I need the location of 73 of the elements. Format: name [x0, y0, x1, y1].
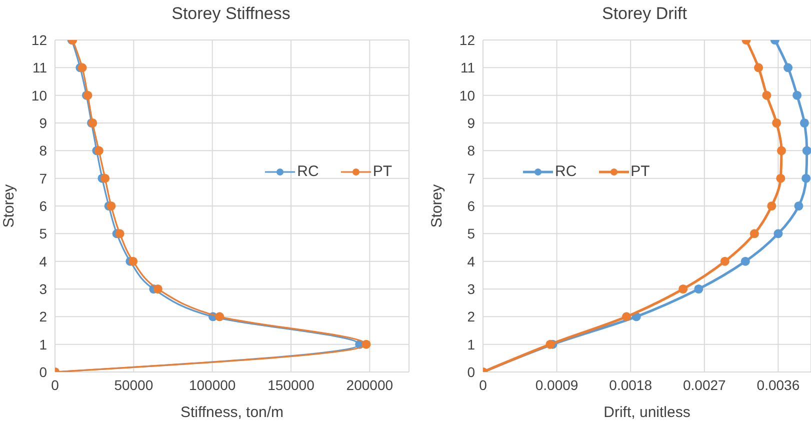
point	[750, 229, 759, 238]
y-tick-label: 8	[467, 142, 476, 159]
x-axis-title: Stiffness, ton/m	[180, 404, 284, 421]
y-axis-title: Storey	[0, 184, 18, 228]
y-tick-label: 5	[467, 226, 476, 242]
y-tick-label: 9	[467, 114, 476, 131]
legend-label: PT	[372, 163, 392, 180]
chart-title: Storey Stiffness	[170, 4, 292, 24]
point	[794, 201, 804, 211]
legend-label: RC	[297, 163, 319, 180]
x-tick-label: 0	[479, 376, 488, 393]
y-tick-label: 7	[39, 170, 48, 186]
point	[106, 201, 116, 211]
point	[792, 90, 802, 100]
point	[800, 118, 809, 128]
point	[767, 201, 776, 211]
point	[115, 229, 124, 238]
y-tick-label: 0	[39, 364, 48, 380]
legend-label: RC	[555, 163, 577, 180]
point	[362, 340, 371, 349]
y-tick-label: 10	[31, 87, 48, 104]
x-axis-title: Drift, unitless	[604, 404, 690, 421]
y-tick-label: 0	[467, 364, 476, 380]
legend-label: PT	[630, 163, 650, 180]
point	[128, 256, 138, 266]
y-tick-label: 11	[460, 60, 476, 76]
x-tick-label: 0.0018	[609, 376, 652, 393]
x-tick-label: 100000	[188, 376, 236, 393]
y-tick-label: 3	[467, 280, 476, 297]
x-tick-label: 0.0027	[682, 376, 726, 393]
point	[215, 312, 224, 322]
y-tick-label: 12	[459, 32, 476, 48]
point	[774, 229, 783, 238]
y-tick-label: 6	[39, 198, 48, 214]
point	[100, 174, 110, 183]
x-tick-label: 150000	[268, 376, 315, 393]
y-tick-label: 11	[32, 60, 48, 76]
point	[776, 146, 786, 156]
point	[153, 284, 162, 294]
point	[762, 90, 772, 100]
y-tick-label: 2	[467, 308, 476, 325]
y-tick-label: 12	[31, 32, 48, 48]
y-tick-label: 2	[39, 308, 48, 325]
point	[622, 312, 632, 322]
x-tick-label: 0.0036	[756, 376, 800, 393]
point	[754, 63, 764, 72]
y-tick-label: 3	[39, 280, 48, 297]
y-tick-label: 1	[467, 336, 476, 352]
y-tick-label: 10	[459, 87, 476, 104]
y-tick-label: 4	[467, 253, 476, 270]
point	[694, 284, 704, 294]
y-tick-label: 7	[467, 170, 476, 186]
x-tick-label: 200000	[346, 376, 394, 393]
y-axis-title: Storey	[428, 184, 446, 228]
point	[776, 174, 786, 183]
y-tick-label: 8	[39, 142, 48, 159]
y-tick-label: 5	[39, 226, 48, 242]
chart-title: Storey Drift	[600, 4, 688, 24]
x-tick-label: 0.0009	[535, 376, 578, 393]
point	[740, 256, 750, 266]
y-tick-label: 9	[39, 114, 48, 131]
x-tick-label: 50000	[114, 376, 154, 393]
point	[720, 256, 730, 266]
y-tick-label: 4	[39, 253, 48, 270]
point	[772, 118, 782, 128]
y-tick-label: 1	[39, 336, 48, 352]
point	[546, 340, 555, 349]
point	[678, 284, 688, 294]
point	[784, 63, 793, 72]
y-tick-label: 6	[467, 198, 476, 214]
point	[802, 174, 811, 183]
point	[802, 146, 811, 156]
x-tick-label: 0	[51, 376, 60, 393]
